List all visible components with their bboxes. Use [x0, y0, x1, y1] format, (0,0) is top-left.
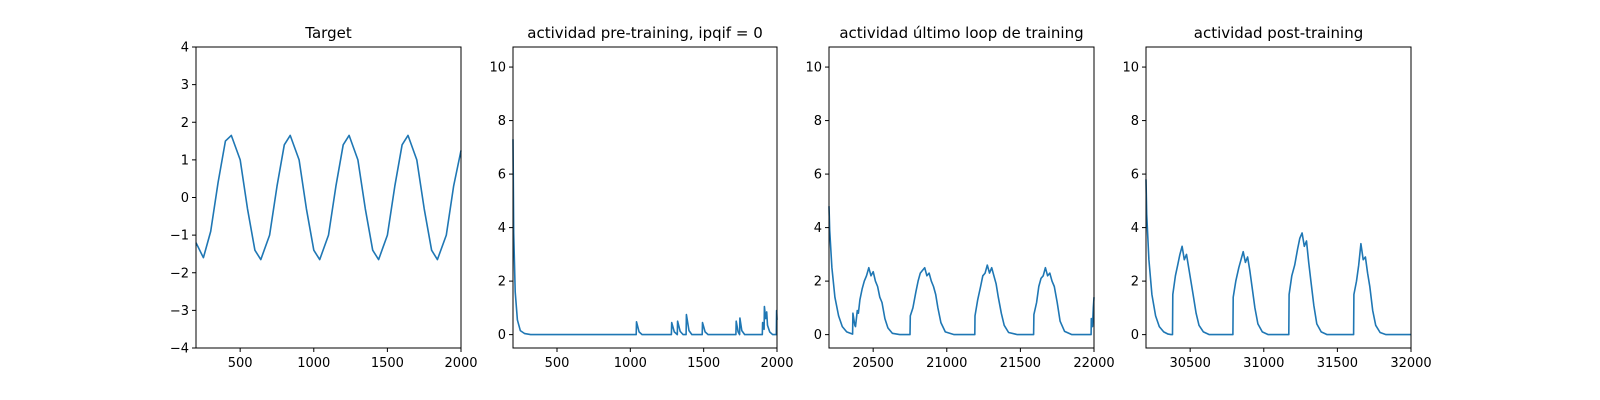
y-tick-label: 10	[805, 61, 822, 76]
y-tick-label: 0	[498, 328, 506, 343]
x-ticks: 500 1000 1500 2000	[228, 348, 478, 371]
plot-frame	[1145, 46, 1412, 349]
series-layer	[828, 206, 1095, 336]
x-tick-label: 2000	[444, 356, 477, 371]
series-line-0	[195, 134, 462, 261]
x-tick-label: 2000	[760, 356, 793, 371]
y-tick-label: 0	[814, 328, 822, 343]
x-tick-label: 500	[545, 356, 570, 371]
y-tick-label: −1	[170, 229, 189, 244]
y-ticks: −4 −3 −2 −1 0 1 2 3 4	[170, 41, 196, 357]
y-tick-label: 1	[181, 153, 189, 168]
plot-frame	[512, 46, 778, 349]
x-tick-label: 1500	[687, 356, 720, 371]
y-ticks: 0 2 4 6 8 10	[805, 61, 829, 343]
y-tick-label: 10	[489, 61, 506, 76]
x-tick-label: 21000	[926, 356, 967, 371]
x-tick-label: 22000	[1073, 356, 1114, 371]
panel-title: actividad post-training	[1194, 24, 1363, 42]
panel-title: Target	[304, 24, 352, 42]
y-tick-label: 6	[814, 168, 822, 183]
series-layer	[195, 134, 462, 261]
x-ticks: 30500 31000 31500 32000	[1169, 348, 1432, 371]
plot-frame	[828, 46, 1095, 349]
series-layer	[1145, 179, 1411, 336]
panel-title: actividad pre-training, ipqif = 0	[527, 24, 763, 42]
panel-post-training: actividad post-training 30500 31000 31500 3…	[1122, 24, 1431, 371]
y-tick-label: 4	[498, 221, 506, 236]
x-tick-label: 1500	[371, 356, 404, 371]
x-tick-label: 21500	[1000, 356, 1041, 371]
series-line-0	[1145, 179, 1411, 336]
y-tick-label: −3	[170, 304, 189, 319]
x-ticks: 20500 21000 21500 22000	[852, 348, 1115, 371]
y-tick-label: 6	[498, 168, 506, 183]
x-tick-label: 20500	[852, 356, 893, 371]
x-tick-label: 31000	[1243, 356, 1284, 371]
series-line-0	[512, 139, 778, 336]
y-tick-label: 4	[814, 221, 822, 236]
y-tick-label: 8	[1131, 114, 1139, 129]
x-tick-label: 1000	[614, 356, 647, 371]
series-layer	[512, 139, 778, 336]
y-tick-label: 2	[814, 275, 822, 290]
y-tick-label: 10	[1122, 61, 1139, 76]
y-ticks: 0 2 4 6 8 10	[489, 61, 513, 343]
y-tick-label: −2	[170, 266, 189, 281]
x-ticks: 500 1000 1500 2000	[545, 348, 794, 371]
y-tick-label: 4	[181, 41, 189, 56]
y-tick-label: 3	[181, 78, 189, 93]
y-tick-label: 4	[1131, 221, 1139, 236]
panel-pre-training: actividad pre-training, ipqif = 0 500 100…	[489, 24, 793, 371]
y-tick-label: 6	[1131, 168, 1139, 183]
y-tick-label: −4	[170, 342, 189, 357]
y-tick-label: 8	[498, 114, 506, 129]
y-tick-label: 2	[181, 116, 189, 131]
x-tick-label: 1000	[297, 356, 330, 371]
y-tick-label: 0	[181, 191, 189, 206]
x-tick-label: 30500	[1169, 356, 1210, 371]
panel-target: Target 500 1000 1500 2000 −4 −3 −2 −1 0 1 2 3 4	[170, 24, 478, 371]
x-tick-label: 32000	[1390, 356, 1431, 371]
x-tick-label: 31500	[1317, 356, 1358, 371]
y-tick-label: 8	[814, 114, 822, 129]
y-tick-label: 2	[498, 275, 506, 290]
x-tick-label: 500	[228, 356, 253, 371]
series-line-0	[828, 206, 1095, 336]
panel-last-training-loop: actividad último loop de training 20500 2…	[805, 24, 1114, 371]
y-ticks: 0 2 4 6 8 10	[1122, 61, 1146, 343]
panel-title: actividad último loop de training	[839, 24, 1083, 42]
y-tick-label: 0	[1131, 328, 1139, 343]
y-tick-label: 2	[1131, 275, 1139, 290]
